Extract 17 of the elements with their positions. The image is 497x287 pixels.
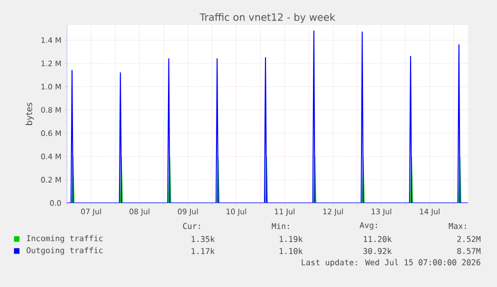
legend-label: Outgoing traffic [26, 247, 103, 255]
text: Max: [448, 223, 466, 229]
text: 1.17k [192, 248, 215, 254]
text: Last update: Wed Jul 15 07:00:00 2026 [302, 259, 480, 267]
text: 30.92k [363, 248, 392, 254]
text: 8.57M [457, 248, 480, 254]
chart-title: Traffic on vnet12 - by week [200, 13, 336, 23]
text: Cur: [183, 222, 200, 230]
text: 1.19k [280, 236, 303, 242]
legend-label: Incoming traffic [26, 235, 103, 243]
text: Min: [272, 222, 289, 230]
text: 2.52M [457, 236, 480, 242]
text: 1.35k [192, 236, 215, 242]
text: 11.20k [364, 236, 392, 242]
text: Avg: [360, 222, 377, 230]
text: 1.10k [280, 248, 303, 254]
y-axis-title: bytes [26, 102, 34, 125]
